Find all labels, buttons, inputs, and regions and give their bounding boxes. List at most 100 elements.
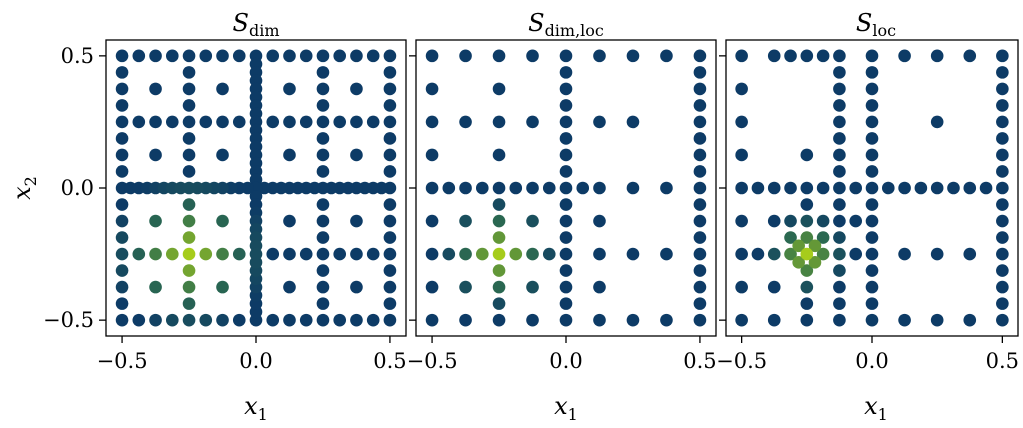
scatter-point <box>792 239 805 253</box>
scatter-point <box>232 313 246 327</box>
scatter-point <box>115 132 129 145</box>
scatter-point <box>442 181 456 195</box>
scatter-point <box>299 247 313 261</box>
scatter-point <box>283 280 296 294</box>
scatter-point <box>865 247 879 261</box>
scatter-point <box>492 82 506 96</box>
scatter-point <box>693 132 707 145</box>
scatter-point <box>165 49 179 63</box>
scatter-point <box>816 231 830 244</box>
scatter-point <box>216 49 229 63</box>
scatter-point <box>947 181 960 195</box>
scatter-point <box>182 165 196 178</box>
scatter-point <box>492 280 506 294</box>
scatter-point <box>784 49 797 63</box>
scatter-point <box>459 214 472 228</box>
scatter-point <box>800 198 814 211</box>
scatter-point <box>383 66 397 79</box>
scatter-point <box>849 181 863 195</box>
scatter-point <box>232 115 246 129</box>
x-tick-label: −0.5 <box>97 349 148 373</box>
scatter-point <box>800 247 814 261</box>
scatter-point <box>735 115 748 129</box>
scatter-point <box>132 115 146 129</box>
scatter-point <box>492 231 506 244</box>
scatter-point <box>316 165 330 178</box>
scatter-point <box>350 148 363 162</box>
scatter-point <box>316 115 330 129</box>
scatter-point <box>593 280 606 294</box>
scatter-point <box>350 214 363 228</box>
scatter-point <box>425 148 439 162</box>
x-tick-label: −0.5 <box>716 349 767 373</box>
scatter-point <box>559 313 573 327</box>
scatter-point <box>316 132 330 145</box>
scatter-point <box>216 82 229 96</box>
scatter-point <box>559 132 573 145</box>
scatter-point <box>216 280 229 294</box>
scatter-point <box>898 313 911 327</box>
scatter-point <box>299 115 313 129</box>
scatter-point <box>182 231 196 244</box>
scatter-point <box>800 148 814 162</box>
scatter-point <box>115 313 129 327</box>
scatter-point <box>350 82 363 96</box>
scatter-point <box>350 280 363 294</box>
scatter-point <box>333 115 347 129</box>
scatter-point <box>593 247 606 261</box>
y-tick-label: −0.5 <box>43 308 94 332</box>
scatter-point <box>865 181 879 195</box>
scatter-point <box>182 313 196 327</box>
scatter-point <box>693 313 707 327</box>
scatter-point <box>425 247 439 261</box>
scatter-point <box>800 181 814 195</box>
scatter-point <box>559 247 573 261</box>
scatter-point <box>249 247 263 261</box>
scatter-point <box>963 49 977 63</box>
scatter-point <box>693 115 707 129</box>
scatter-point <box>576 181 590 195</box>
scatter-point <box>996 198 1009 211</box>
scatter-point <box>800 297 814 310</box>
scatter-point <box>767 49 781 63</box>
scatter-point <box>232 247 246 261</box>
scatter-point <box>693 214 707 228</box>
scatter-point <box>996 165 1009 178</box>
scatter-point <box>115 66 129 79</box>
scatter-point <box>115 165 129 178</box>
scatter-point <box>316 214 330 228</box>
scatter-point <box>808 239 822 253</box>
scatter-point <box>425 214 439 228</box>
scatter-point <box>316 264 330 277</box>
scatter-point <box>559 280 573 294</box>
scatter-point <box>459 49 472 63</box>
scatter-point <box>784 231 797 244</box>
scatter-point <box>833 231 846 244</box>
scatter-point <box>808 256 822 269</box>
scatter-point <box>996 214 1009 228</box>
scatter-point <box>693 82 707 96</box>
scatter-point <box>526 115 539 129</box>
scatter-point <box>459 313 472 327</box>
scatter-point <box>132 313 146 327</box>
scatter-point <box>149 247 162 261</box>
scatter-point <box>115 198 129 211</box>
scatter-point <box>559 66 573 79</box>
scatter-point <box>299 49 313 63</box>
scatter-point <box>833 82 846 96</box>
scatter-point <box>182 297 196 310</box>
scatter-point <box>182 148 196 162</box>
scatter-point <box>283 82 296 96</box>
scatter-point <box>232 49 246 63</box>
scatter-point <box>165 247 179 261</box>
scatter-point <box>115 49 129 63</box>
scatter-point <box>316 99 330 112</box>
scatter-point <box>182 280 196 294</box>
scatter-point <box>833 132 846 145</box>
scatter-point <box>115 148 129 162</box>
scatter-point <box>626 49 640 63</box>
scatter-point <box>492 297 506 310</box>
scatter-point <box>316 280 330 294</box>
x-axis-label-dim: x1 <box>244 392 268 424</box>
scatter-point <box>559 148 573 162</box>
